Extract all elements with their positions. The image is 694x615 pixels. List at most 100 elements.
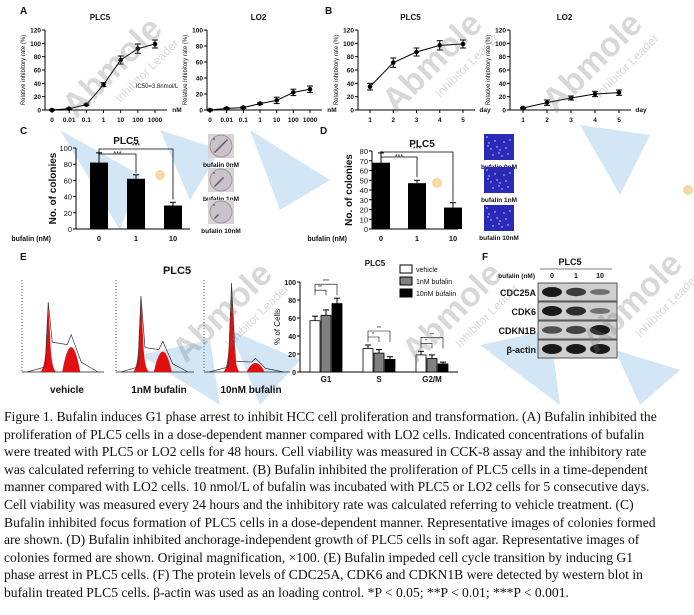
chart-title: LO2 <box>251 13 267 22</box>
chart-title: PLC5 <box>409 139 435 150</box>
caption-line: was calculated referring to vehicle trea… <box>4 461 648 477</box>
caption-line: colonies formed are shown. Original magn… <box>4 549 634 565</box>
data-point <box>274 98 279 103</box>
protein-band <box>542 344 562 354</box>
significance-bracket <box>98 148 174 200</box>
y-tick-label: 80 <box>34 54 42 61</box>
data-point <box>291 90 296 95</box>
colony-dot <box>486 136 488 138</box>
histogram-label: 1nM bufalin <box>131 385 187 396</box>
y-axis-label: Relative inhibitory rate (%) <box>183 35 189 105</box>
colony-dot <box>219 180 221 182</box>
x-tick-label: 3 <box>415 117 419 124</box>
bar <box>320 314 332 373</box>
bar <box>437 363 449 373</box>
colony-dot <box>499 182 501 184</box>
bar <box>362 348 374 373</box>
colony-dot <box>219 146 221 148</box>
protein-band <box>566 287 586 297</box>
colony-dot <box>509 139 511 141</box>
y-tick-label: 20 <box>499 94 507 101</box>
y-tick-label: 120 <box>343 28 354 35</box>
y-tick-label: 40 <box>360 186 368 195</box>
panel-label: D <box>320 126 327 137</box>
legend-swatch <box>399 288 413 298</box>
chart-title: PLC5 <box>365 259 386 268</box>
image-label: bufalin 10nM <box>479 235 519 242</box>
watermark-shape <box>615 350 680 405</box>
data-point <box>367 84 373 89</box>
colony-dot <box>217 182 219 184</box>
colony-dot <box>494 211 496 213</box>
y-tick-label: 20 <box>34 94 42 101</box>
colony-dot <box>505 147 507 149</box>
significance-bracket <box>380 151 454 202</box>
y-tick-label: 40 <box>347 81 355 88</box>
protein-label: CDKN1B <box>498 326 536 336</box>
histogram-outline <box>26 302 99 373</box>
x-axis-label: day <box>635 107 647 114</box>
colony-dot <box>507 224 509 226</box>
y-tick-label: 100 <box>343 41 354 48</box>
y-tick-label: 60 <box>64 176 72 185</box>
x-tick-label: 0.01 <box>63 117 76 124</box>
colony-dot <box>222 177 224 179</box>
y-tick-label: 60 <box>499 68 507 75</box>
y-tick-label: 30 <box>360 196 368 205</box>
significance-bracket <box>314 289 327 296</box>
legend-swatch <box>399 276 413 286</box>
x-tick-label: 1 <box>368 117 372 124</box>
image-label: bufalin 10nM <box>201 228 241 235</box>
y-tick-label: 80 <box>196 44 204 51</box>
y-axis-label: No. of colonies <box>48 152 59 224</box>
g1-peak <box>222 285 241 372</box>
colony-dot <box>218 181 220 183</box>
colony-dot <box>220 179 222 181</box>
caption-line: bufalin treated PLC5 cells. β-actin was … <box>4 584 569 600</box>
watermark-dot <box>155 170 165 180</box>
bar <box>408 183 426 229</box>
data-point <box>84 102 89 107</box>
colony-dot <box>487 178 489 180</box>
colony-dot <box>503 141 505 143</box>
colony-dot <box>215 150 217 152</box>
data-point <box>460 41 466 47</box>
caption-line: Bufalin inhibited focus formation of PLC… <box>4 514 656 530</box>
data-point <box>66 106 72 111</box>
data-point <box>414 49 419 55</box>
significance-stars: ** <box>430 332 434 338</box>
significance-stars: *** <box>323 279 329 285</box>
x-tick-label: 0 <box>208 117 212 124</box>
data-point <box>592 91 598 97</box>
colony-dot <box>225 140 227 142</box>
significance-bracket <box>367 336 380 342</box>
data-point <box>224 106 229 111</box>
x-tick-label: 5 <box>461 117 465 124</box>
data-point <box>257 101 263 106</box>
colony-dot <box>213 172 215 174</box>
bar <box>444 207 462 229</box>
lane-label: 10 <box>596 273 604 280</box>
x-tick-label: 2 <box>545 117 549 124</box>
x-tick-label: 10 <box>273 117 281 124</box>
data-point <box>307 86 313 92</box>
colony-dot <box>494 173 496 175</box>
y-tick-label: 60 <box>347 68 355 75</box>
bar <box>384 358 396 373</box>
colony-dot <box>498 185 500 187</box>
colony-dot <box>488 175 490 177</box>
y-tick-label: 40 <box>34 81 42 88</box>
x-tick-label: 100 <box>288 117 299 124</box>
colony-dot <box>216 149 218 151</box>
condition-label: bufalin (nM) <box>498 273 535 280</box>
y-axis-label: No. of colonies <box>344 154 355 226</box>
caption-line: proliferation of PLC5 cells in a dose-de… <box>4 426 645 442</box>
x-tick-label: 0.1 <box>82 117 91 124</box>
protein-label: CDK6 <box>511 307 536 317</box>
y-tick-label: 80 <box>64 160 72 169</box>
histogram-outline <box>120 296 189 373</box>
y-tick-label: 50 <box>360 176 368 185</box>
x-axis-label: bufalin (nM) <box>11 236 51 243</box>
x-tick-label: 0 <box>97 234 101 243</box>
significance-stars: *** <box>113 151 121 158</box>
